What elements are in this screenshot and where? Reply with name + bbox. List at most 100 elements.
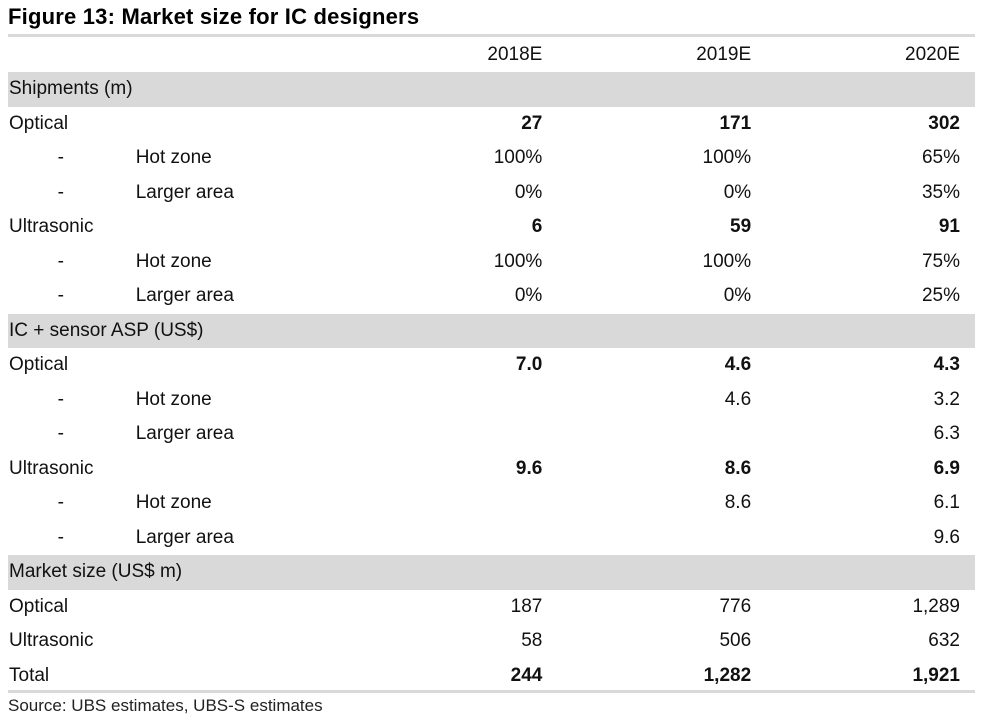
row-sublabel: Larger area (135, 181, 234, 203)
section-label: Market size (US$ m) (8, 555, 975, 590)
value-cell: 65% (921, 147, 960, 169)
dash-marker: - (57, 388, 64, 410)
value-cell (557, 521, 766, 556)
value-cell: 6.1 (933, 492, 960, 514)
row-label: Ultrasonic (9, 630, 94, 652)
market-size-table: 2018E 2019E 2020E Shipments (m) Optical 27… (8, 38, 975, 693)
table-row: - Hot zone 100% 100% 65% (8, 141, 975, 176)
row-dash: - (8, 245, 136, 280)
row-sublabel: Hot zone (135, 147, 212, 169)
value-cell: 302 (928, 112, 960, 134)
dash-marker: - (57, 147, 64, 169)
figure-title: Figure 13: Market size for IC designers (8, 4, 420, 29)
value-cell: 9.6 (515, 457, 543, 479)
value-cell: 4.6 (724, 354, 752, 376)
row-sublabel: Hot zone (135, 250, 212, 272)
table-row: Optical 27 171 302 (8, 107, 975, 142)
value-cell: 0% (514, 181, 543, 203)
value-cell: 4.3 (933, 354, 960, 376)
dash-marker: - (57, 181, 64, 203)
table-row: Ultrasonic 58 506 632 (8, 624, 975, 659)
table-row: - Larger area 6.3 (8, 417, 975, 452)
row-label: Optical (9, 595, 69, 617)
row-dash: - (8, 383, 136, 418)
value-cell: 75% (921, 250, 960, 272)
column-header: 2020E (905, 44, 960, 65)
row-label: Ultrasonic (9, 457, 94, 479)
bottom-rule (8, 690, 975, 693)
row-dash: - (8, 486, 136, 521)
table-row: - Hot zone 8.6 6.1 (8, 486, 975, 521)
dash-marker: - (57, 492, 64, 514)
table-row: Optical 7.0 4.6 4.3 (8, 348, 975, 383)
row-label: Optical (9, 354, 69, 376)
row-sublabel: Hot zone (135, 492, 212, 514)
section-row: Shipments (m) (8, 72, 975, 107)
section-row: Market size (US$ m) (8, 555, 975, 590)
value-cell: 776 (719, 595, 752, 617)
value-cell: 58 (521, 630, 543, 652)
header-blank-sub (136, 38, 349, 72)
row-dash: - (8, 176, 136, 211)
value-cell: 1,289 (912, 595, 960, 617)
row-label: Ultrasonic (9, 216, 94, 238)
row-sublabel: Larger area (135, 423, 234, 445)
column-header: 2019E (696, 44, 752, 65)
row-sublabel: Hot zone (135, 388, 212, 410)
table-row: Optical 187 776 1,289 (8, 590, 975, 625)
dash-marker: - (57, 526, 64, 548)
value-cell: 27 (521, 112, 543, 134)
row-label: Optical (9, 112, 69, 134)
value-cell: 100% (702, 250, 752, 272)
dash-marker: - (57, 423, 64, 445)
value-cell (349, 383, 558, 418)
header-blank (8, 38, 136, 72)
table-row: Ultrasonic 6 59 91 (8, 210, 975, 245)
value-cell: 8.6 (724, 457, 752, 479)
value-cell (557, 417, 766, 452)
value-cell: 3.2 (933, 388, 960, 410)
value-cell: 100% (702, 147, 752, 169)
table-row: - Larger area 0% 0% 25% (8, 279, 975, 314)
value-cell: 0% (723, 285, 752, 307)
source-note: Source: UBS estimates, UBS-S estimates (8, 696, 323, 715)
value-cell: 0% (723, 181, 752, 203)
section-label: IC + sensor ASP (US$) (8, 313, 975, 348)
value-cell: 506 (719, 630, 752, 652)
section-row: IC + sensor ASP (US$) (8, 313, 975, 348)
value-cell: 187 (510, 595, 543, 617)
table-row: - Hot zone 100% 100% 75% (8, 245, 975, 280)
value-cell: 244 (510, 664, 543, 686)
row-dash: - (8, 279, 136, 314)
value-cell: 171 (719, 112, 752, 134)
row-dash: - (8, 417, 136, 452)
table-row: - Larger area 9.6 (8, 521, 975, 556)
dash-marker: - (57, 285, 64, 307)
value-cell: 100% (493, 250, 543, 272)
column-header: 2018E (487, 44, 543, 65)
total-row: Total 244 1,282 1,921 (8, 659, 975, 694)
row-sublabel: Larger area (135, 526, 234, 548)
row-dash: - (8, 521, 136, 556)
value-cell: 6 (531, 216, 543, 238)
value-cell: 1,282 (703, 664, 752, 686)
value-cell: 59 (730, 216, 752, 238)
value-cell: 9.6 (933, 526, 960, 548)
header-row: 2018E 2019E 2020E (8, 38, 975, 72)
value-cell (349, 417, 558, 452)
value-cell: 632 (928, 630, 960, 652)
table-row: Ultrasonic 9.6 8.6 6.9 (8, 452, 975, 487)
value-cell: 6.9 (933, 457, 960, 479)
dash-marker: - (57, 250, 64, 272)
value-cell: 0% (514, 285, 543, 307)
row-label: Total (9, 664, 50, 686)
table-body: 2018E 2019E 2020E Shipments (m) Optical 27… (8, 38, 975, 693)
value-cell: 100% (493, 147, 543, 169)
value-cell: 8.6 (724, 492, 752, 514)
row-sublabel: Larger area (135, 285, 234, 307)
row-dash: - (8, 141, 136, 176)
value-cell: 25% (921, 285, 960, 307)
value-cell: 35% (921, 181, 960, 203)
value-cell: 91 (938, 216, 960, 238)
value-cell (349, 486, 558, 521)
